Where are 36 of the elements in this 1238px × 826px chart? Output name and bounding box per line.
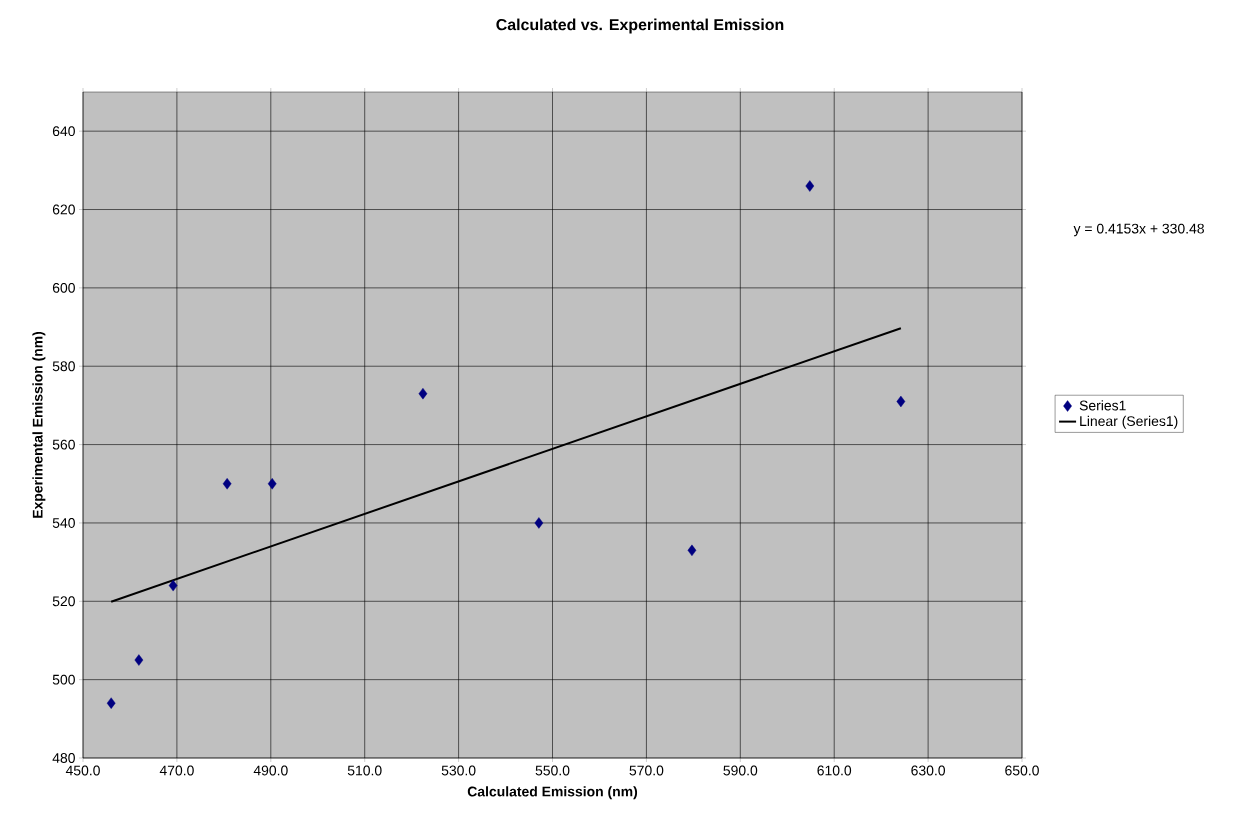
- point: [687, 544, 697, 557]
- x-tick-label: 650.0: [1005, 765, 1039, 776]
- point: [267, 478, 277, 490]
- x-tick-label: 630.0: [911, 765, 946, 776]
- y-tick-label: 480: [52, 753, 75, 763]
- point: [805, 180, 815, 192]
- point: [168, 579, 178, 592]
- x-tick-label: 470.0: [159, 765, 194, 776]
- y-axis-title: Experimental Emission (nm): [32, 331, 46, 518]
- text: y = 0.4153x + 330.48: [1073, 223, 1204, 237]
- point: [222, 478, 232, 490]
- x-axis-title: Calculated Emission (nm): [467, 786, 638, 800]
- y-tick-label: 560: [52, 439, 75, 450]
- y-tick-label: 640: [52, 126, 75, 137]
- point: [134, 654, 144, 666]
- y-tick-label: 540: [52, 517, 75, 528]
- y-tick-label: 600: [52, 282, 75, 293]
- legend-label: Series1: [1079, 400, 1126, 411]
- x-tick-label: 450.0: [65, 765, 100, 776]
- y-tick-label: 580: [52, 361, 75, 372]
- chart-title: Calculated vs. Experimental Emission: [496, 18, 784, 34]
- x-tick-label: 530.0: [441, 765, 476, 776]
- y-tick-label: 500: [52, 674, 75, 685]
- x-tick-label: 490.0: [253, 765, 288, 776]
- x-tick-label: 590.0: [723, 765, 758, 776]
- x-tick-label: 550.0: [535, 765, 570, 776]
- y-tick-label: 520: [52, 596, 75, 607]
- point: [106, 697, 116, 709]
- point: [534, 517, 544, 529]
- point: [896, 395, 906, 408]
- point: [418, 387, 428, 400]
- x-tick-label: 510.0: [347, 765, 382, 776]
- y-tick-label: 620: [52, 204, 75, 215]
- x-tick-label: 570.0: [629, 765, 664, 776]
- x-tick-label: 610.0: [817, 765, 852, 776]
- legend-label: Linear (Series1): [1080, 415, 1178, 429]
